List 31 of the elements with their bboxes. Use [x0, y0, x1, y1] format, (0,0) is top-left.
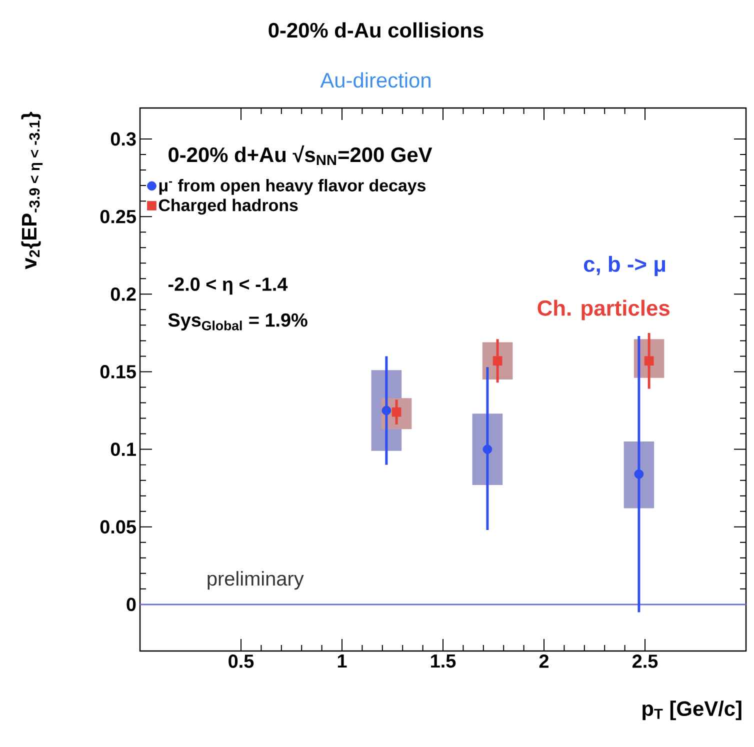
y-tick-label: 0: [126, 598, 136, 612]
y-tick-label: 0.15: [100, 365, 136, 378]
bar: [472, 414, 503, 485]
annotation: 0-20% d+Au √s$_{NN}$=200 GeV: [168, 145, 432, 166]
annotation: preliminary: [208, 571, 304, 590]
point: [492, 356, 502, 366]
point: [382, 406, 392, 416]
annotation: -2.0 < η < -1.4: [168, 278, 288, 295]
x-tick-label: 2.5: [632, 654, 658, 668]
annotation: c, b -> μ: [584, 256, 666, 276]
y-tick-label: 0.3: [110, 132, 136, 146]
y-axis-title: v$_{2}${EP$_{-3.9 < η < -3.1}$}: [21, 112, 43, 270]
y-tick-label: 0.25: [100, 210, 136, 224]
x-tick-label: 2: [539, 654, 549, 668]
y-tick-label: 0.05: [100, 520, 136, 534]
annotation: Sys$_{Global}$ = 1.9%: [168, 313, 308, 330]
annotation: Ch. particles: [538, 300, 670, 320]
x-tick-label: 1.5: [431, 654, 456, 668]
point: [392, 407, 402, 417]
legend-label: Charged hadrons: [158, 198, 298, 215]
chart-subtitle: Au-direction: [320, 72, 430, 88]
x-tick-label: 1: [338, 654, 347, 668]
x-axis-title: p$_{T}$ [GeV/c]: [642, 700, 742, 720]
y-tick-label: 0.2: [110, 287, 136, 301]
point: [634, 469, 644, 479]
legend-label: μ$^{-}$ from open heavy flavor decays: [159, 179, 426, 195]
point: [482, 444, 492, 454]
point: [644, 356, 654, 366]
x-tick-label: 0.5: [228, 654, 254, 668]
y-tick-label: 0.1: [110, 442, 136, 456]
chart-title: 0-20% d-Au collisions: [268, 22, 484, 38]
